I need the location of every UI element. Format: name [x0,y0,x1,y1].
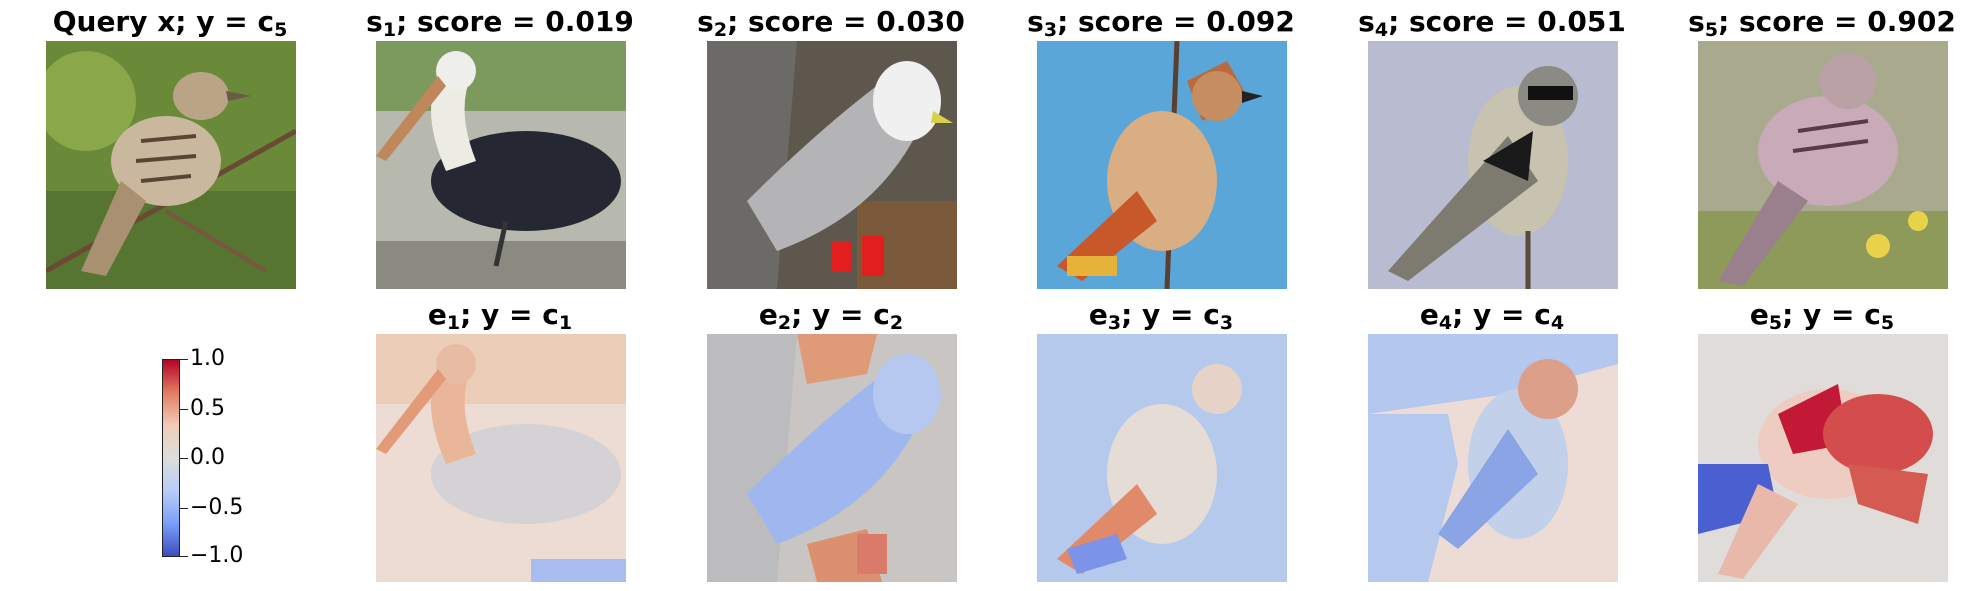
explanation-heatmap-4 [1368,334,1618,582]
colorbar [162,359,180,557]
query-image [46,41,296,289]
colorbar-tick-label: −0.5 [190,495,244,520]
explanation-heatmap-3 [1037,334,1287,582]
explanation-heatmap-2 [707,334,957,582]
score-title-3: s3; score = 0.092 [1027,5,1295,41]
sample-image-4 [1368,41,1618,289]
colorbar-tick [180,458,188,459]
sample-image-3 [1037,41,1287,289]
query-title: Query x; y = c5 [52,5,288,41]
colorbar-tick [180,359,188,360]
explanation-heatmap-1 [376,334,626,582]
colorbar-tick-label: 0.5 [190,396,225,421]
explanation-title-4: e4; y = c4 [1419,298,1565,334]
score-title-1: s1; score = 0.019 [366,5,634,41]
score-title-5: s5; score = 0.902 [1688,5,1956,41]
sample-image-2 [707,41,957,289]
sample-image-1 [376,41,626,289]
score-title-2: s2; score = 0.030 [697,5,965,41]
explanation-title-1: e1; y = c1 [427,298,573,334]
score-title-4: s4; score = 0.051 [1358,5,1626,41]
colorbar-tick [180,556,188,557]
explanation-title-5: e5; y = c5 [1749,298,1895,334]
colorbar-tick [180,508,188,509]
colorbar-tick-label: 1.0 [190,346,225,371]
colorbar-tick [180,409,188,410]
explanation-title-3: e3; y = c3 [1088,298,1234,334]
explanation-title-2: e2; y = c2 [758,298,904,334]
sample-image-5 [1698,41,1948,289]
explanation-heatmap-5 [1698,334,1948,582]
colorbar-tick-label: −1.0 [190,543,244,568]
colorbar-tick-label: 0.0 [190,445,225,470]
